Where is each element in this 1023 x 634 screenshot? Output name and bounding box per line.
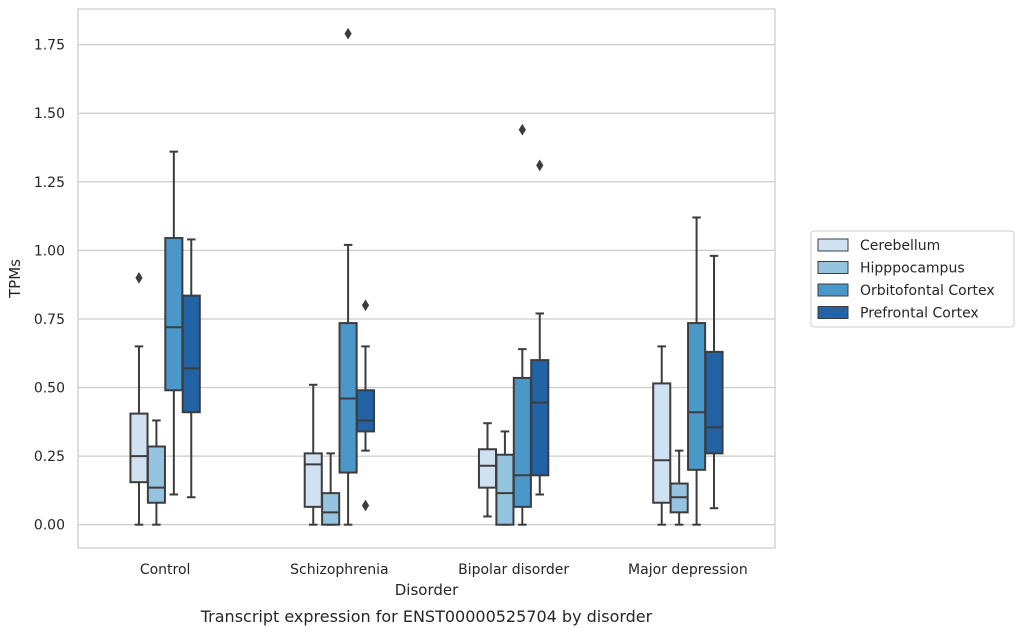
- legend-label: Hipppocampus: [860, 261, 965, 277]
- x-tick-label: Major depression: [628, 562, 748, 578]
- legend-swatch: [817, 283, 849, 297]
- box-cerebellum-control: [129, 271, 149, 526]
- box-hipppocampus-control: [146, 419, 166, 526]
- y-tick-label: 0.25: [34, 449, 65, 465]
- x-axis-label: Disorder: [395, 581, 459, 599]
- legend-label: Prefrontal Cortex: [860, 306, 979, 322]
- box-prefrontal-cortex-bipolar-disorder: [530, 159, 550, 496]
- y-axis-label: TPMs: [6, 259, 24, 299]
- y-tick-label: 1.00: [34, 243, 65, 259]
- chart-caption: Transcript expression for ENST0000052570…: [200, 607, 653, 626]
- outlier-point: [344, 27, 352, 40]
- y-tick-label: 0.50: [34, 381, 65, 397]
- box-plots: [129, 27, 724, 526]
- box-orbitofontal-cortex-major-depression: [687, 216, 707, 526]
- box-cerebellum-major-depression: [652, 345, 672, 526]
- legend: Cerebellum Hipppocampus Orbitofontal Corte…: [810, 230, 1015, 328]
- box-hipppocampus-bipolar-disorder: [495, 430, 515, 526]
- outlier-point: [518, 123, 526, 136]
- y-tick-label: 0.00: [34, 518, 65, 534]
- box-prefrontal-cortex-major-depression: [704, 254, 724, 510]
- legend-label: Cerebellum: [860, 238, 940, 254]
- legend-swatch: [817, 238, 849, 252]
- x-tick-label: Control: [140, 562, 191, 578]
- box-prefrontal-cortex-schizophrenia: [355, 299, 376, 512]
- y-tick-label: 1.25: [34, 175, 65, 191]
- y-tick-labels: 0.00 0.25 0.50 0.75 1.00 1.25 1.50 1.75: [34, 38, 65, 534]
- x-tick-labels: Control Schizophrenia Bipolar disorder Majo…: [140, 562, 748, 578]
- y-tick-label: 1.75: [34, 38, 65, 54]
- box-hipppocampus-major-depression: [669, 449, 689, 526]
- legend-swatch: [817, 261, 849, 274]
- box-hipppocampus-schizophrenia: [321, 452, 341, 526]
- box-orbitofontal-cortex-schizophrenia: [338, 27, 358, 526]
- box-cerebellum-bipolar-disorder: [477, 422, 498, 518]
- outlier-point: [361, 299, 370, 312]
- y-tick-label: 0.75: [34, 312, 65, 328]
- box-prefrontal-cortex-control: [181, 238, 201, 499]
- box-orbitofontal-cortex-control: [164, 150, 184, 496]
- outlier-point: [361, 499, 370, 512]
- outlier-point: [135, 271, 143, 284]
- box-cerebellum-schizophrenia: [303, 383, 323, 526]
- legend-label: Orbitofontal Cortex: [860, 283, 995, 299]
- outlier-point: [536, 159, 544, 172]
- plot-frame: [77, 8, 776, 549]
- box-orbitofontal-cortex-bipolar-disorder: [512, 123, 532, 526]
- y-tick-label: 1.50: [34, 106, 65, 122]
- legend-swatch: [817, 306, 849, 319]
- x-tick-label: Bipolar disorder: [458, 562, 569, 578]
- x-tick-label: Schizophrenia: [290, 562, 388, 578]
